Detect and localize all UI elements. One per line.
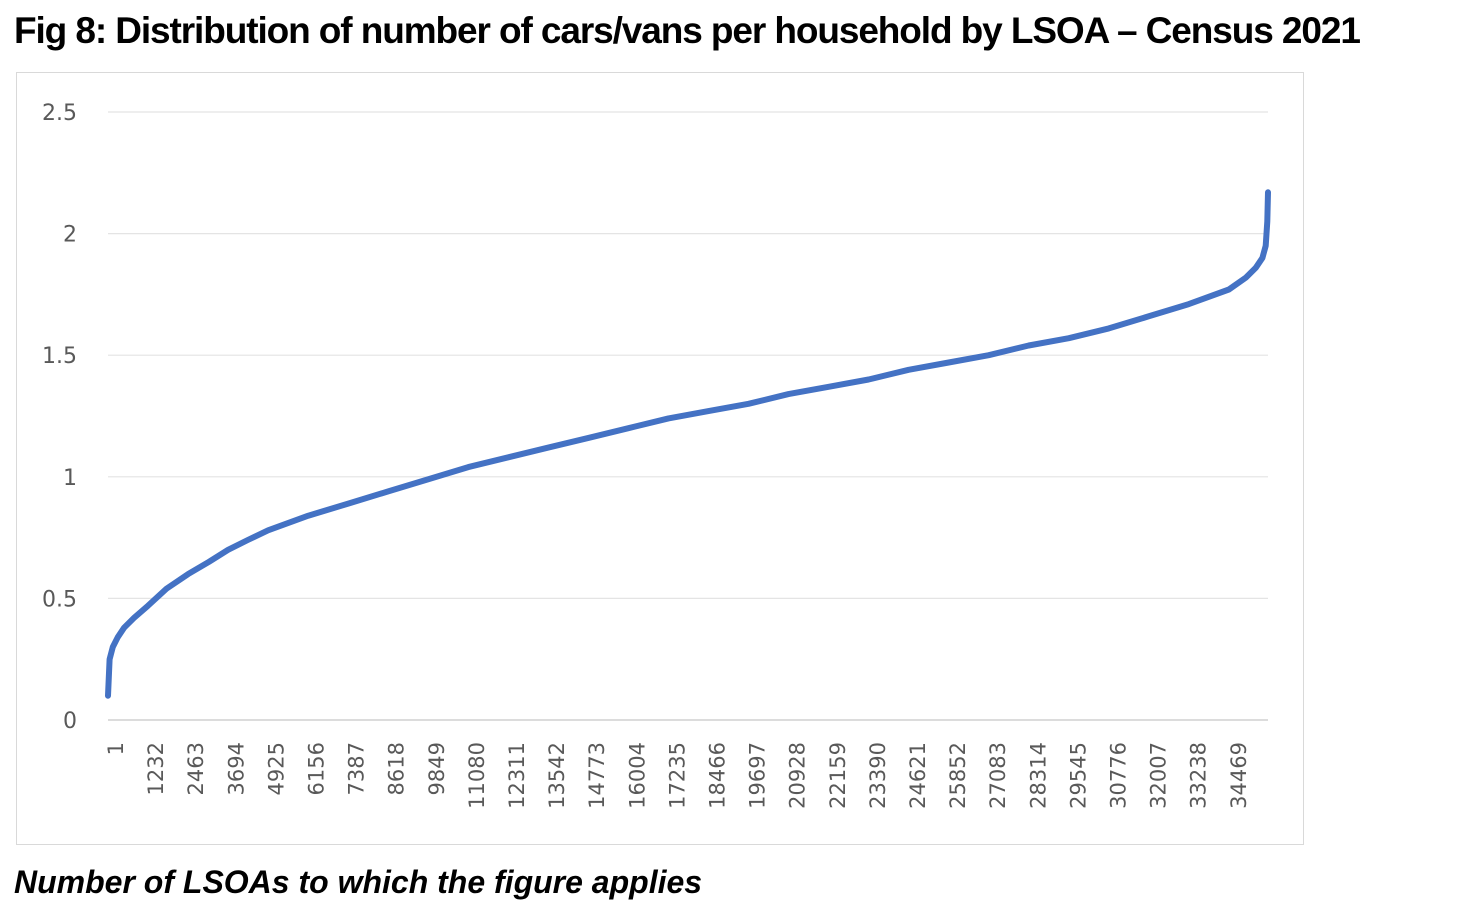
x-tick-label: 13542 <box>545 742 569 809</box>
y-tick-label: 2.5 <box>42 101 77 126</box>
series-layer <box>105 189 1271 699</box>
x-tick-label: 19697 <box>746 742 770 809</box>
x-tick-label: 6156 <box>305 742 329 795</box>
x-axis-ticks: 1 1232 2463 3694 4925 6156 7387 8618 9849 11080 12… <box>104 742 1251 809</box>
x-tick-label: 22159 <box>826 742 850 809</box>
figure-title: Fig 8: Distribution of number of cars/va… <box>14 10 1361 51</box>
x-tick-label: 27083 <box>986 742 1010 809</box>
y-tick-label: 0 <box>63 709 77 734</box>
x-tick-label: 32007 <box>1147 742 1171 809</box>
series-line <box>105 189 1271 699</box>
x-tick-label: 7387 <box>345 742 369 795</box>
x-tick-label: 16004 <box>625 742 649 809</box>
x-tick-label: 3694 <box>224 742 248 795</box>
x-tick-label: 28314 <box>1026 742 1050 809</box>
x-tick-label: 33238 <box>1187 742 1211 809</box>
y-tick-label: 1 <box>63 466 77 491</box>
x-tick-label: 1 <box>104 742 128 755</box>
x-tick-label: 23390 <box>866 742 890 809</box>
y-tick-label: 2 <box>63 223 77 248</box>
x-tick-label: 24621 <box>906 742 930 809</box>
chart-area: 0 0.5 1 1.5 2 2.5 1 1232 2463 3694 4925 6156 7387 86… <box>16 72 1304 845</box>
x-tick-label: 17235 <box>665 742 689 809</box>
x-axis-caption: Number of LSOAs to which the figure appl… <box>14 864 703 900</box>
gridlines <box>108 111 1268 721</box>
x-tick-label: 2463 <box>184 742 208 795</box>
y-tick-label: 1.5 <box>42 344 77 369</box>
x-tick-label: 9849 <box>425 742 449 795</box>
x-tick-label: 12311 <box>505 742 529 809</box>
x-tick-label: 1232 <box>144 742 168 795</box>
x-tick-label: 29545 <box>1066 742 1090 809</box>
x-tick-label: 11080 <box>465 742 489 809</box>
y-axis-ticks: 0 0.5 1 1.5 2 2.5 <box>42 101 77 734</box>
x-tick-label: 30776 <box>1107 742 1131 809</box>
x-tick-label: 8618 <box>385 742 409 795</box>
x-tick-label: 4925 <box>264 742 288 795</box>
x-tick-label: 18466 <box>706 742 730 809</box>
x-tick-label: 20928 <box>786 742 810 809</box>
x-tick-label: 25852 <box>946 742 970 809</box>
x-tick-label: 14773 <box>585 742 609 809</box>
x-tick-label: 34469 <box>1227 742 1251 809</box>
line-chart: 0 0.5 1 1.5 2 2.5 1 1232 2463 3694 4925 6156 7387 86… <box>42 101 1271 809</box>
y-tick-label: 0.5 <box>42 587 77 612</box>
